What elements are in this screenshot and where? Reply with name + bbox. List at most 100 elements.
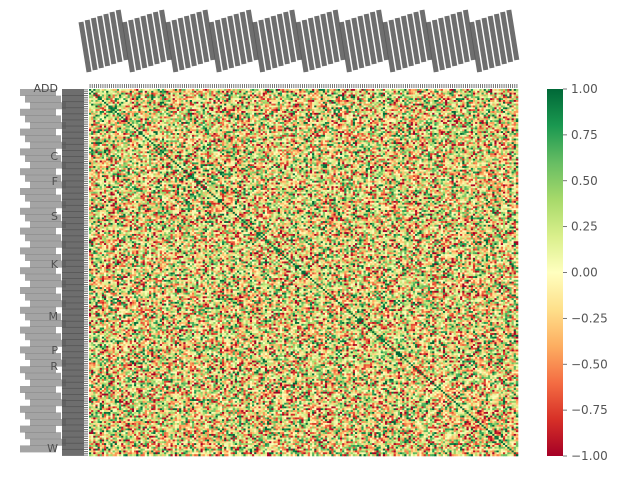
heatmap-cell <box>108 100 110 102</box>
heatmap-cell <box>123 124 125 126</box>
heatmap-cell <box>136 111 138 113</box>
heatmap-cell <box>130 117 132 119</box>
heatmap-cell <box>379 118 381 120</box>
heatmap-cell <box>115 91 117 93</box>
heatmap-cell <box>454 100 456 102</box>
heatmap-cell <box>151 95 153 97</box>
heatmap-cell <box>327 118 329 120</box>
heatmap-cell <box>216 115 218 117</box>
heatmap-cell <box>156 93 158 95</box>
heatmap-cell <box>323 106 325 108</box>
heatmap-cell <box>376 89 378 91</box>
heatmap-cell <box>198 111 200 113</box>
heatmap-cell <box>113 95 115 97</box>
heatmap-cell <box>267 115 269 117</box>
y-tick-labels: ADDKMPRWCFS <box>20 82 88 456</box>
heatmap-cell <box>192 98 194 100</box>
heatmap-cell <box>366 98 368 100</box>
heatmap-cell <box>494 89 496 91</box>
heatmap-cell <box>445 117 447 119</box>
heatmap-cell <box>119 91 121 93</box>
heatmap-cell <box>108 109 110 111</box>
heatmap-cell <box>349 111 351 113</box>
heatmap-cell <box>128 95 130 97</box>
heatmap-cell <box>503 111 505 113</box>
heatmap-cell <box>359 118 361 120</box>
heatmap-cell <box>286 95 288 97</box>
heatmap-cell <box>467 120 469 122</box>
heatmap-cell <box>224 106 226 108</box>
heatmap-cell <box>171 113 173 115</box>
heatmap-cell <box>304 100 306 102</box>
heatmap-cell <box>106 117 108 119</box>
heatmap-cell <box>173 106 175 108</box>
heatmap-cell <box>374 118 376 120</box>
heatmap-cell <box>366 100 368 102</box>
heatmap-cell <box>464 89 466 91</box>
heatmap-cell <box>338 95 340 97</box>
heatmap-cell <box>336 113 338 115</box>
y-tick-label <box>20 267 56 274</box>
heatmap-cell <box>398 89 400 91</box>
heatmap-cell <box>233 98 235 100</box>
heatmap-cell <box>469 89 471 91</box>
heatmap-cell <box>304 102 306 104</box>
heatmap-cell <box>145 111 147 113</box>
heatmap-cell <box>213 104 215 106</box>
heatmap-cell <box>280 117 282 119</box>
heatmap-cell <box>419 93 421 95</box>
heatmap-cell <box>310 117 312 119</box>
heatmap-cell <box>385 122 387 124</box>
heatmap-cell <box>201 106 203 108</box>
heatmap-cell <box>406 104 408 106</box>
heatmap-cell <box>175 100 177 102</box>
heatmap-cell <box>196 122 198 124</box>
heatmap-cell <box>400 98 402 100</box>
heatmap-cell <box>233 107 235 109</box>
heatmap-cell <box>310 89 312 91</box>
heatmap-cell <box>458 106 460 108</box>
heatmap-cell <box>282 106 284 108</box>
heatmap-cell <box>512 95 514 97</box>
heatmap-cell <box>224 120 226 122</box>
heatmap-cell <box>295 104 297 106</box>
heatmap-cell <box>471 98 473 100</box>
heatmap-cell <box>168 109 170 111</box>
heatmap-cell <box>91 93 93 95</box>
heatmap-cell <box>349 106 351 108</box>
heatmap-cell <box>507 120 509 122</box>
heatmap-cell <box>194 120 196 122</box>
heatmap-cell <box>108 98 110 100</box>
heatmap-cell <box>95 111 97 113</box>
heatmap-cell <box>488 95 490 97</box>
heatmap-cell <box>177 122 179 124</box>
heatmap-cell <box>391 98 393 100</box>
heatmap-cell <box>117 102 119 104</box>
y-tick-label <box>30 241 66 248</box>
heatmap-cell <box>338 93 340 95</box>
y-tick-label <box>62 150 84 157</box>
y-tick-label <box>20 307 56 314</box>
heatmap-cell <box>239 109 241 111</box>
heatmap-cell <box>334 118 336 120</box>
heatmap-cell <box>353 95 355 97</box>
heatmap-cell <box>213 107 215 109</box>
heatmap-cell <box>331 106 333 108</box>
heatmap-cell <box>312 113 314 115</box>
heatmap-cell <box>149 98 151 100</box>
heatmap-cell <box>153 117 155 119</box>
heatmap-cell <box>421 107 423 109</box>
heatmap-cell <box>439 107 441 109</box>
heatmap-cell <box>280 106 282 108</box>
heatmap-cell <box>110 115 112 117</box>
heatmap-cell <box>316 102 318 104</box>
heatmap-cell <box>201 91 203 93</box>
heatmap-cell <box>121 100 123 102</box>
heatmap-cell <box>497 109 499 111</box>
heatmap-cell <box>104 100 106 102</box>
heatmap-cell <box>226 107 228 109</box>
heatmap-cell <box>411 98 413 100</box>
heatmap-cell <box>284 117 286 119</box>
heatmap-cell <box>213 115 215 117</box>
heatmap-cell <box>166 113 168 115</box>
